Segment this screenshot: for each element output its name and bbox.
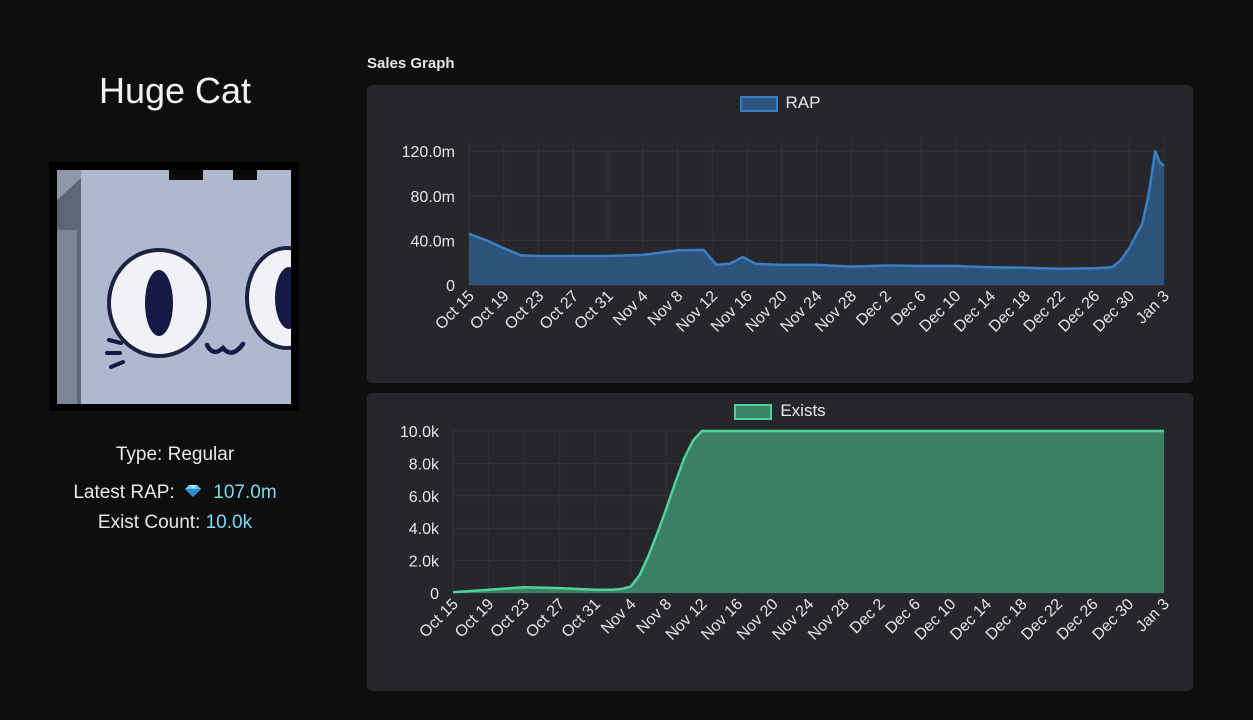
rap-legend[interactable]: RAP <box>367 93 1193 113</box>
exists-y-tick-label: 4.0k <box>409 521 440 538</box>
type-label: Type: <box>115 444 163 465</box>
rap-area-fill <box>469 151 1164 285</box>
rap-x-tick-label: Dec 2 <box>853 288 895 330</box>
rap-legend-swatch <box>739 95 778 112</box>
item-info-panel: Huge Cat Type: Regular <box>0 0 350 720</box>
type-row: Type: Regular <box>0 444 350 466</box>
exists-x-tick-label: Oct 15 <box>416 596 461 641</box>
exists-x-tick-label: Oct 19 <box>452 596 497 641</box>
pet-image-frame <box>49 162 299 411</box>
exists-legend-label: Exists <box>780 401 826 420</box>
rap-row: Latest RAP: 107.0m <box>0 482 350 504</box>
rap-y-tick-label: 120.0m <box>402 144 455 161</box>
exists-x-tick-label: Nov 4 <box>598 596 640 638</box>
rap-label: Latest RAP: <box>73 482 175 504</box>
exists-y-tick-label: 6.0k <box>409 489 440 506</box>
sales-graph-title: Sales Graph <box>367 55 455 72</box>
rap-value: 107.0m <box>213 482 277 504</box>
rap-y-tick-label: 0 <box>446 278 455 295</box>
exist-label: Exist Count: <box>97 512 201 533</box>
exists-y-tick-label: 10.0k <box>400 424 440 441</box>
rap-chart-panel: RAP 0 40.0m 80.0m 120.0m Oct 15 Oct 19 Oct 23 O… <box>367 85 1193 383</box>
exists-legend[interactable]: Exists <box>367 401 1193 421</box>
exists-x-tick-label: Dec 2 <box>847 596 889 638</box>
rap-legend-label: RAP <box>785 93 821 112</box>
type-value: Regular <box>167 444 235 465</box>
rap-y-tick-label: 40.0m <box>411 233 455 250</box>
exists-x-tick-label: Oct 23 <box>488 596 533 641</box>
rap-y-tick-label: 80.0m <box>411 189 455 206</box>
rap-x-tick-label: Oct 31 <box>571 288 616 333</box>
exists-y-tick-label: 8.0k <box>409 456 440 473</box>
exists-x-tick-label: Oct 27 <box>523 596 568 641</box>
exists-x-tick-label: Jan 3 <box>1133 596 1173 636</box>
exists-legend-swatch <box>734 403 773 420</box>
exists-chart-panel: Exists 0 2.0k 4.0k 6.0k 8.0k 10.0k Oct 15 Oct 1… <box>367 393 1193 691</box>
exists-y-tick-label: 2.0k <box>409 554 440 571</box>
rap-x-tick-label: Nov 4 <box>610 288 652 330</box>
exist-row: Exist Count: 10.0k <box>0 512 350 534</box>
item-name: Huge Cat <box>98 70 252 111</box>
diamond-gem-icon <box>184 482 202 504</box>
exists-area-fill <box>453 431 1164 593</box>
exists-y-tick-label: 0 <box>430 586 439 603</box>
exists-x-tick-label: Oct 31 <box>559 596 604 641</box>
exists-series-line <box>452 429 1164 594</box>
rap-series-line <box>468 149 1165 271</box>
rap-x-tick-label: Jan 3 <box>1133 288 1173 328</box>
exist-value: 10.0k <box>205 512 253 533</box>
huge-cat-image <box>57 170 291 404</box>
